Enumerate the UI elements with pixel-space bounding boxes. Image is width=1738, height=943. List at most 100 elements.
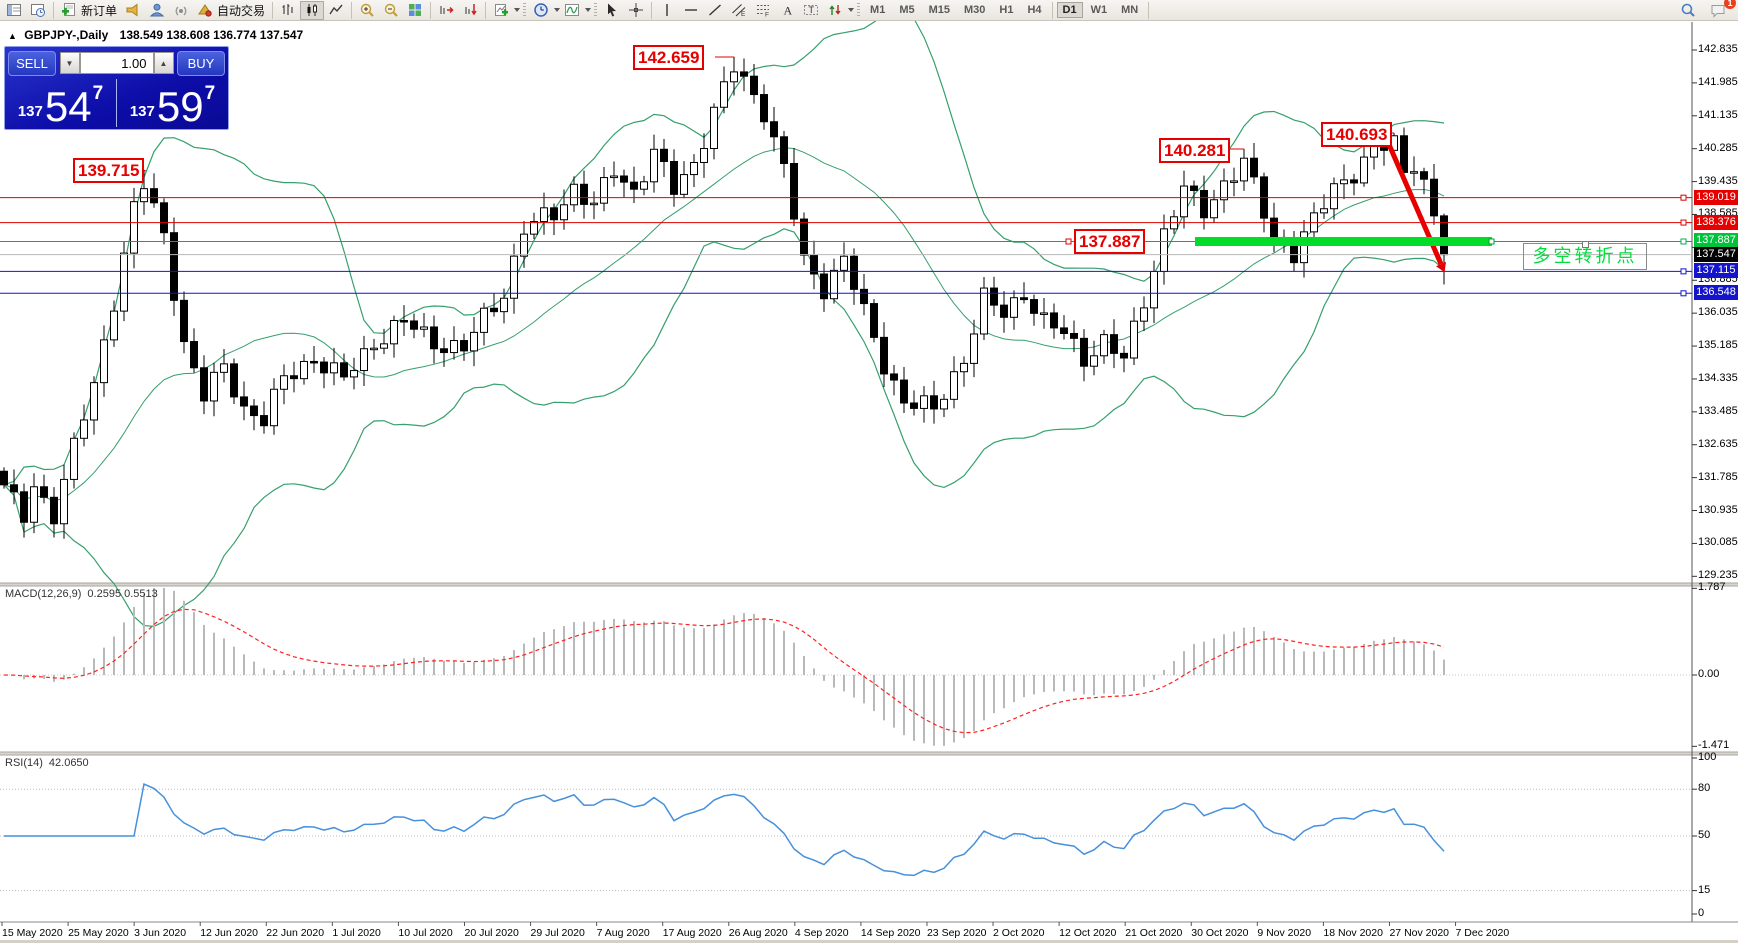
auto-scroll-icon[interactable]: [434, 1, 458, 20]
timeframe-bar: M1 M5 M15 M30 H1 H4 D1 W1 MN: [863, 1, 1152, 19]
signal-icon[interactable]: [169, 1, 193, 20]
timeframe-M30[interactable]: M30: [964, 4, 986, 16]
crosshair-icon[interactable]: [624, 1, 648, 20]
line-handle[interactable]: [1680, 194, 1687, 201]
macd-values: 0.2595 0.5513: [87, 588, 158, 600]
timeframe-H1[interactable]: H1: [999, 4, 1014, 16]
candle: [80, 419, 88, 439]
sell-price[interactable]: 137 54 7: [17, 83, 104, 130]
candle: [1130, 320, 1138, 359]
candle: [430, 326, 438, 350]
autotrading-icon[interactable]: [193, 1, 217, 20]
candle: [1110, 334, 1118, 354]
line-handle[interactable]: [1680, 268, 1687, 275]
line-chart-icon[interactable]: [324, 1, 348, 20]
collapse-arrow-icon[interactable]: ▲: [8, 31, 17, 41]
text-label-tool-icon[interactable]: T: [799, 1, 823, 20]
band-handle[interactable]: [1488, 238, 1495, 245]
volume-decrease-button[interactable]: ▼: [59, 52, 80, 74]
candle: [250, 405, 258, 417]
new-order-label[interactable]: 新订单: [81, 3, 118, 18]
candle: [840, 255, 848, 271]
candle: [810, 254, 818, 275]
terminal-window-icon[interactable]: [2, 1, 26, 20]
candle: [1360, 156, 1368, 184]
candle: [570, 183, 578, 206]
community-icon[interactable]: [145, 1, 169, 20]
indicators-icon[interactable]: [560, 1, 584, 20]
history-center-icon[interactable]: [26, 1, 50, 20]
candle: [160, 202, 168, 234]
candle: [1410, 171, 1418, 174]
line-handle[interactable]: [1680, 219, 1687, 226]
candle: [100, 339, 108, 384]
symbol-period-label: GBPJPY-,Daily: [24, 28, 109, 42]
candle: [300, 360, 308, 380]
fibonacci-tool-icon[interactable]: F: [751, 1, 775, 20]
buy-button[interactable]: BUY: [177, 50, 225, 76]
sound-icon[interactable]: [121, 1, 145, 20]
search-icon[interactable]: [1676, 1, 1700, 20]
timeframe-M1[interactable]: M1: [870, 4, 886, 16]
candle: [190, 341, 198, 369]
periods-dropdown-icon[interactable]: [554, 8, 561, 12]
autotrading-label[interactable]: 自动交易: [217, 3, 266, 18]
candlestick-chart-icon[interactable]: [300, 0, 325, 20]
support-highlight-band[interactable]: [1195, 236, 1492, 246]
templates-dropdown-icon[interactable]: [514, 8, 521, 12]
candle: [860, 288, 868, 305]
candle: [510, 255, 518, 299]
candle: [550, 207, 558, 221]
candle: [790, 162, 798, 220]
timeframe-W1[interactable]: W1: [1090, 4, 1108, 16]
candle: [490, 307, 498, 313]
line-handle[interactable]: [1680, 238, 1687, 245]
trendline-tool-icon[interactable]: [703, 1, 727, 20]
candle: [850, 255, 858, 290]
zoom-in-icon[interactable]: [355, 1, 379, 20]
volume-input[interactable]: [79, 52, 154, 74]
templates-icon[interactable]: [489, 1, 513, 20]
candle: [780, 136, 788, 164]
sell-button[interactable]: SELL: [8, 50, 56, 76]
candle: [10, 484, 18, 493]
tile-windows-icon[interactable]: [403, 1, 427, 20]
volume-increase-button[interactable]: ▲: [153, 52, 174, 74]
timeframe-M5[interactable]: M5: [899, 4, 915, 16]
cursor-icon[interactable]: [600, 1, 624, 20]
timeframe-D1[interactable]: D1: [1056, 2, 1083, 18]
horizontal-line-tool-icon[interactable]: [679, 1, 703, 20]
candle: [710, 106, 718, 150]
new-order-icon[interactable]: [57, 1, 81, 20]
candle: [630, 181, 638, 190]
arrows-tool-icon[interactable]: [823, 1, 847, 20]
bar-chart-icon[interactable]: [276, 1, 300, 20]
timeframe-M15[interactable]: M15: [928, 4, 950, 16]
timeframe-MN[interactable]: MN: [1121, 4, 1139, 16]
vertical-line-tool-icon[interactable]: [655, 1, 679, 20]
candle: [420, 326, 428, 330]
candle: [820, 273, 828, 300]
text-tool-icon[interactable]: A: [775, 1, 799, 20]
candle: [240, 396, 248, 407]
line-handle[interactable]: [1680, 290, 1687, 297]
channel-tool-icon[interactable]: E: [727, 1, 751, 20]
candle: [130, 201, 138, 254]
arrows-dropdown-icon[interactable]: [848, 8, 855, 12]
candle: [1290, 244, 1298, 264]
candle: [540, 207, 548, 223]
chart-shift-icon[interactable]: [458, 1, 482, 20]
periods-clock-icon[interactable]: [529, 1, 553, 20]
indicators-dropdown-icon[interactable]: [585, 8, 592, 12]
candle: [1230, 180, 1238, 183]
notifications-chat-icon[interactable]: 1: [1706, 0, 1736, 20]
candle: [610, 175, 618, 179]
timeframe-H4[interactable]: H4: [1027, 4, 1042, 16]
candle: [150, 188, 158, 204]
zoom-out-icon[interactable]: [379, 1, 403, 20]
candle: [1320, 208, 1328, 214]
candle: [1380, 145, 1388, 151]
buy-price[interactable]: 137 59 7: [129, 83, 216, 130]
trend-arrow-head[interactable]: [1436, 261, 1446, 273]
